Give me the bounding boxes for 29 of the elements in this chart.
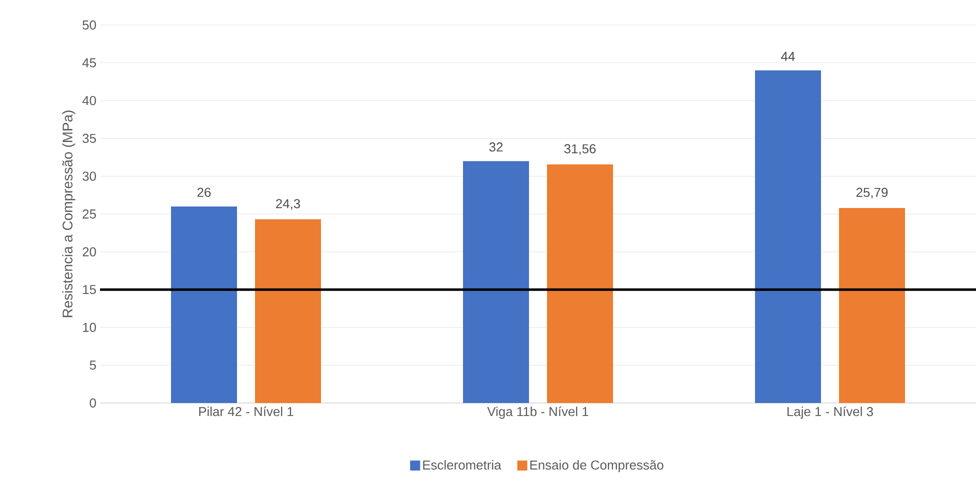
data-label: 44 xyxy=(781,52,795,61)
data-label: 31,56 xyxy=(564,144,596,155)
y-tick-label: 20 xyxy=(82,247,96,256)
bar xyxy=(171,206,238,403)
data-label: 24,3 xyxy=(276,199,300,210)
y-tick-label: 45 xyxy=(82,58,96,68)
bar xyxy=(463,161,530,403)
y-tick-label: 25 xyxy=(82,209,96,219)
y-tick-label: 10 xyxy=(83,322,96,332)
data-label: 32 xyxy=(489,142,503,152)
y-axis-title: Resistencia a Compressão (MPa) xyxy=(62,110,76,318)
y-tick-label: 40 xyxy=(82,96,96,106)
legend-label: Ensaio de Compressão xyxy=(530,460,664,472)
bar xyxy=(255,219,322,403)
bar xyxy=(755,70,822,403)
y-tick-label: 30 xyxy=(82,172,96,181)
bar xyxy=(547,164,614,403)
y-tick-label: 50 xyxy=(82,20,96,30)
y-tick-label: 0 xyxy=(90,398,96,408)
data-label: 26 xyxy=(197,188,211,197)
y-tick-label: 35 xyxy=(82,134,96,143)
y-tick-label: 5 xyxy=(90,360,96,370)
x-tick-label: Viga 11b - Nível 1 xyxy=(487,406,588,419)
x-tick-label: Pilar 42 - Nível 1 xyxy=(199,406,294,416)
bar xyxy=(839,208,906,403)
y-tick-label: 15 xyxy=(83,285,96,294)
data-label: 25,79 xyxy=(856,188,888,199)
legend-label: Esclerometria xyxy=(423,460,502,470)
x-tick-label: Laje 1 - Nível 3 xyxy=(788,406,873,419)
